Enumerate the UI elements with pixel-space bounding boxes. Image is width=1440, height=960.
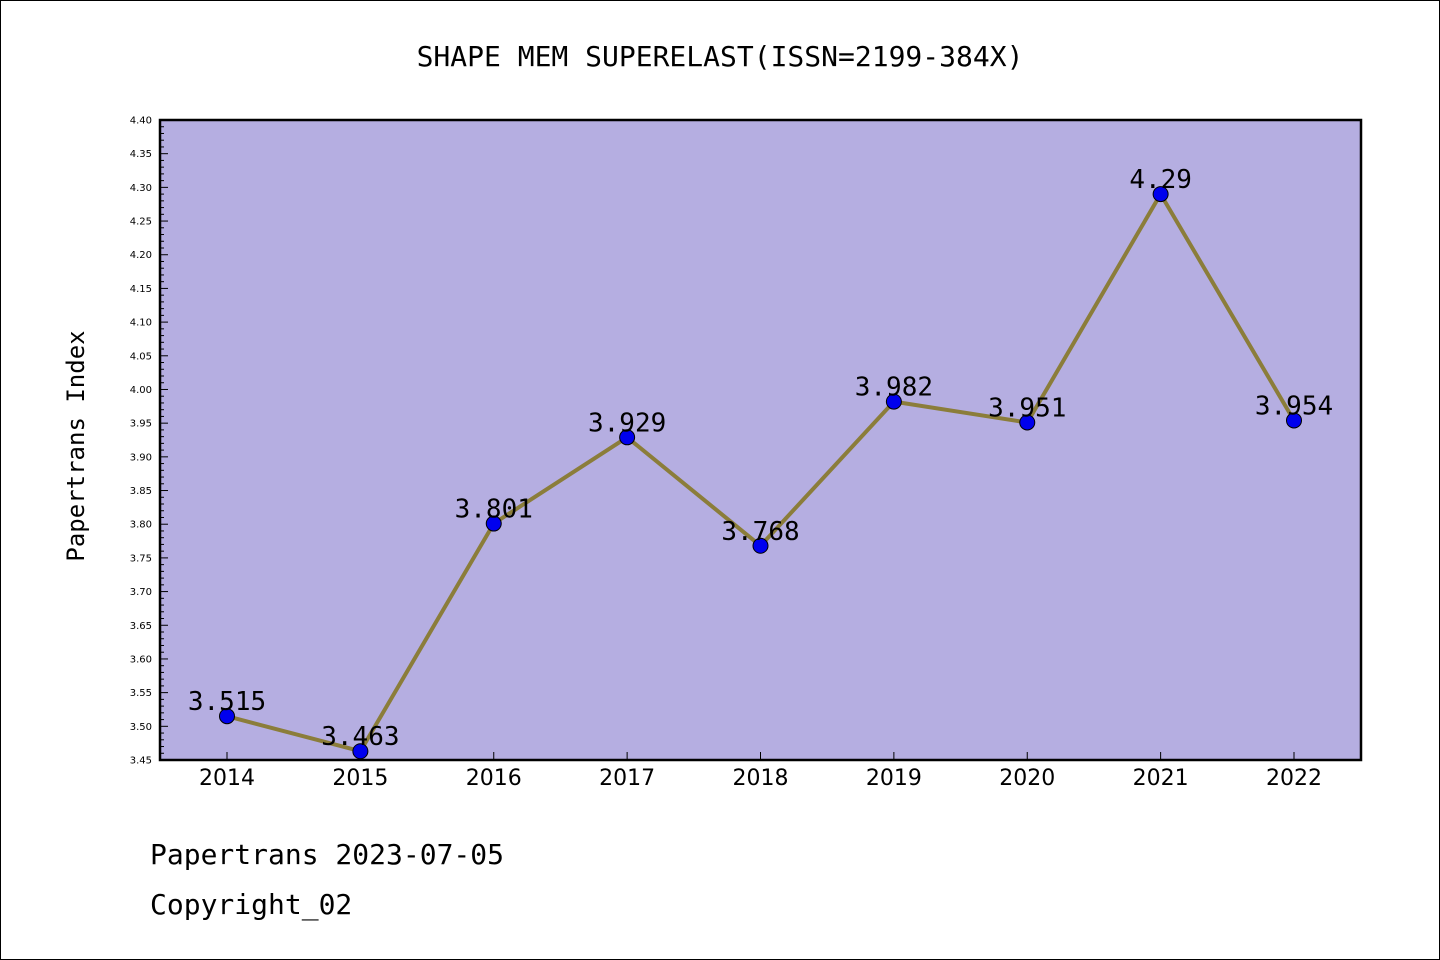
plot-area	[158, 118, 1363, 762]
data-point	[352, 743, 369, 760]
y-tick-label: 3.50	[130, 722, 152, 733]
x-tick-label: 2022	[1266, 766, 1322, 791]
y-tick-label: 4.05	[130, 351, 152, 362]
data-label: 3.463	[321, 722, 399, 752]
x-tick-label: 2014	[199, 766, 255, 791]
data-point	[1152, 186, 1169, 203]
data-point	[1019, 414, 1036, 431]
y-tick-label: 4.00	[130, 385, 152, 396]
data-label: 3.515	[188, 687, 266, 717]
y-tick-label: 3.95	[130, 419, 152, 430]
data-label: 3.929	[588, 408, 666, 438]
y-tick-label: 4.10	[130, 318, 152, 329]
data-point	[219, 708, 235, 725]
y-tick-label: 4.30	[130, 183, 152, 194]
footer-date: Papertrans 2023-07-05	[150, 838, 504, 871]
x-axis: 2014 2015 2016 2017 2018 2019 2020 2021 2022	[199, 752, 1322, 791]
y-tick-label: 3.70	[130, 587, 152, 598]
data-point	[1286, 412, 1302, 429]
data-label: 4.29	[1129, 165, 1192, 195]
y-tick-label: 4.15	[130, 284, 152, 295]
y-axis: 3.45 3.50 3.55 3.60 3.65 3.70 3.75 3.80 3.85 3.90…	[130, 116, 168, 767]
x-tick-label: 2015	[332, 766, 388, 791]
y-tick-label: 3.60	[130, 654, 152, 665]
data-label: 3.768	[721, 517, 799, 547]
data-label: 3.982	[855, 373, 933, 403]
data-label: 3.951	[988, 393, 1066, 423]
data-point	[885, 393, 902, 410]
y-tick-label: 3.90	[130, 452, 152, 463]
x-tick-label: 2017	[599, 766, 655, 791]
data-label: 3.954	[1255, 391, 1333, 421]
y-tick-label: 3.55	[130, 688, 152, 699]
chart-title: SHAPE MEM SUPERELAST(ISSN=2199-384X)	[417, 40, 1024, 73]
x-tick-label: 2019	[866, 766, 922, 791]
data-point	[752, 537, 769, 554]
x-tick-label: 2016	[466, 766, 522, 791]
x-tick-label: 2018	[733, 766, 789, 791]
y-tick-label: 3.85	[130, 486, 152, 497]
x-tick-label: 2021	[1133, 766, 1189, 791]
data-point	[619, 429, 636, 446]
y-tick-label: 4.35	[130, 149, 152, 160]
y-tick-label: 3.65	[130, 621, 152, 632]
data-point	[485, 515, 502, 532]
y-tick-label: 3.75	[130, 553, 152, 564]
y-axis-label: Papertrans Index	[62, 330, 90, 561]
data-markers	[219, 186, 1302, 760]
y-tick-label: 4.40	[130, 116, 152, 127]
y-tick-label: 3.80	[130, 520, 152, 531]
footer-copyright: Copyright_02	[150, 888, 352, 922]
y-tick-label: 4.20	[130, 250, 152, 261]
x-tick-label: 2020	[999, 766, 1055, 791]
y-tick-label: 3.45	[130, 756, 152, 767]
data-labels: 3.515 3.463 3.801 3.929 3.768 3.982 3.951 4.29 3…	[188, 165, 1333, 752]
y-tick-label: 4.25	[130, 217, 152, 228]
data-label: 3.801	[455, 495, 533, 525]
